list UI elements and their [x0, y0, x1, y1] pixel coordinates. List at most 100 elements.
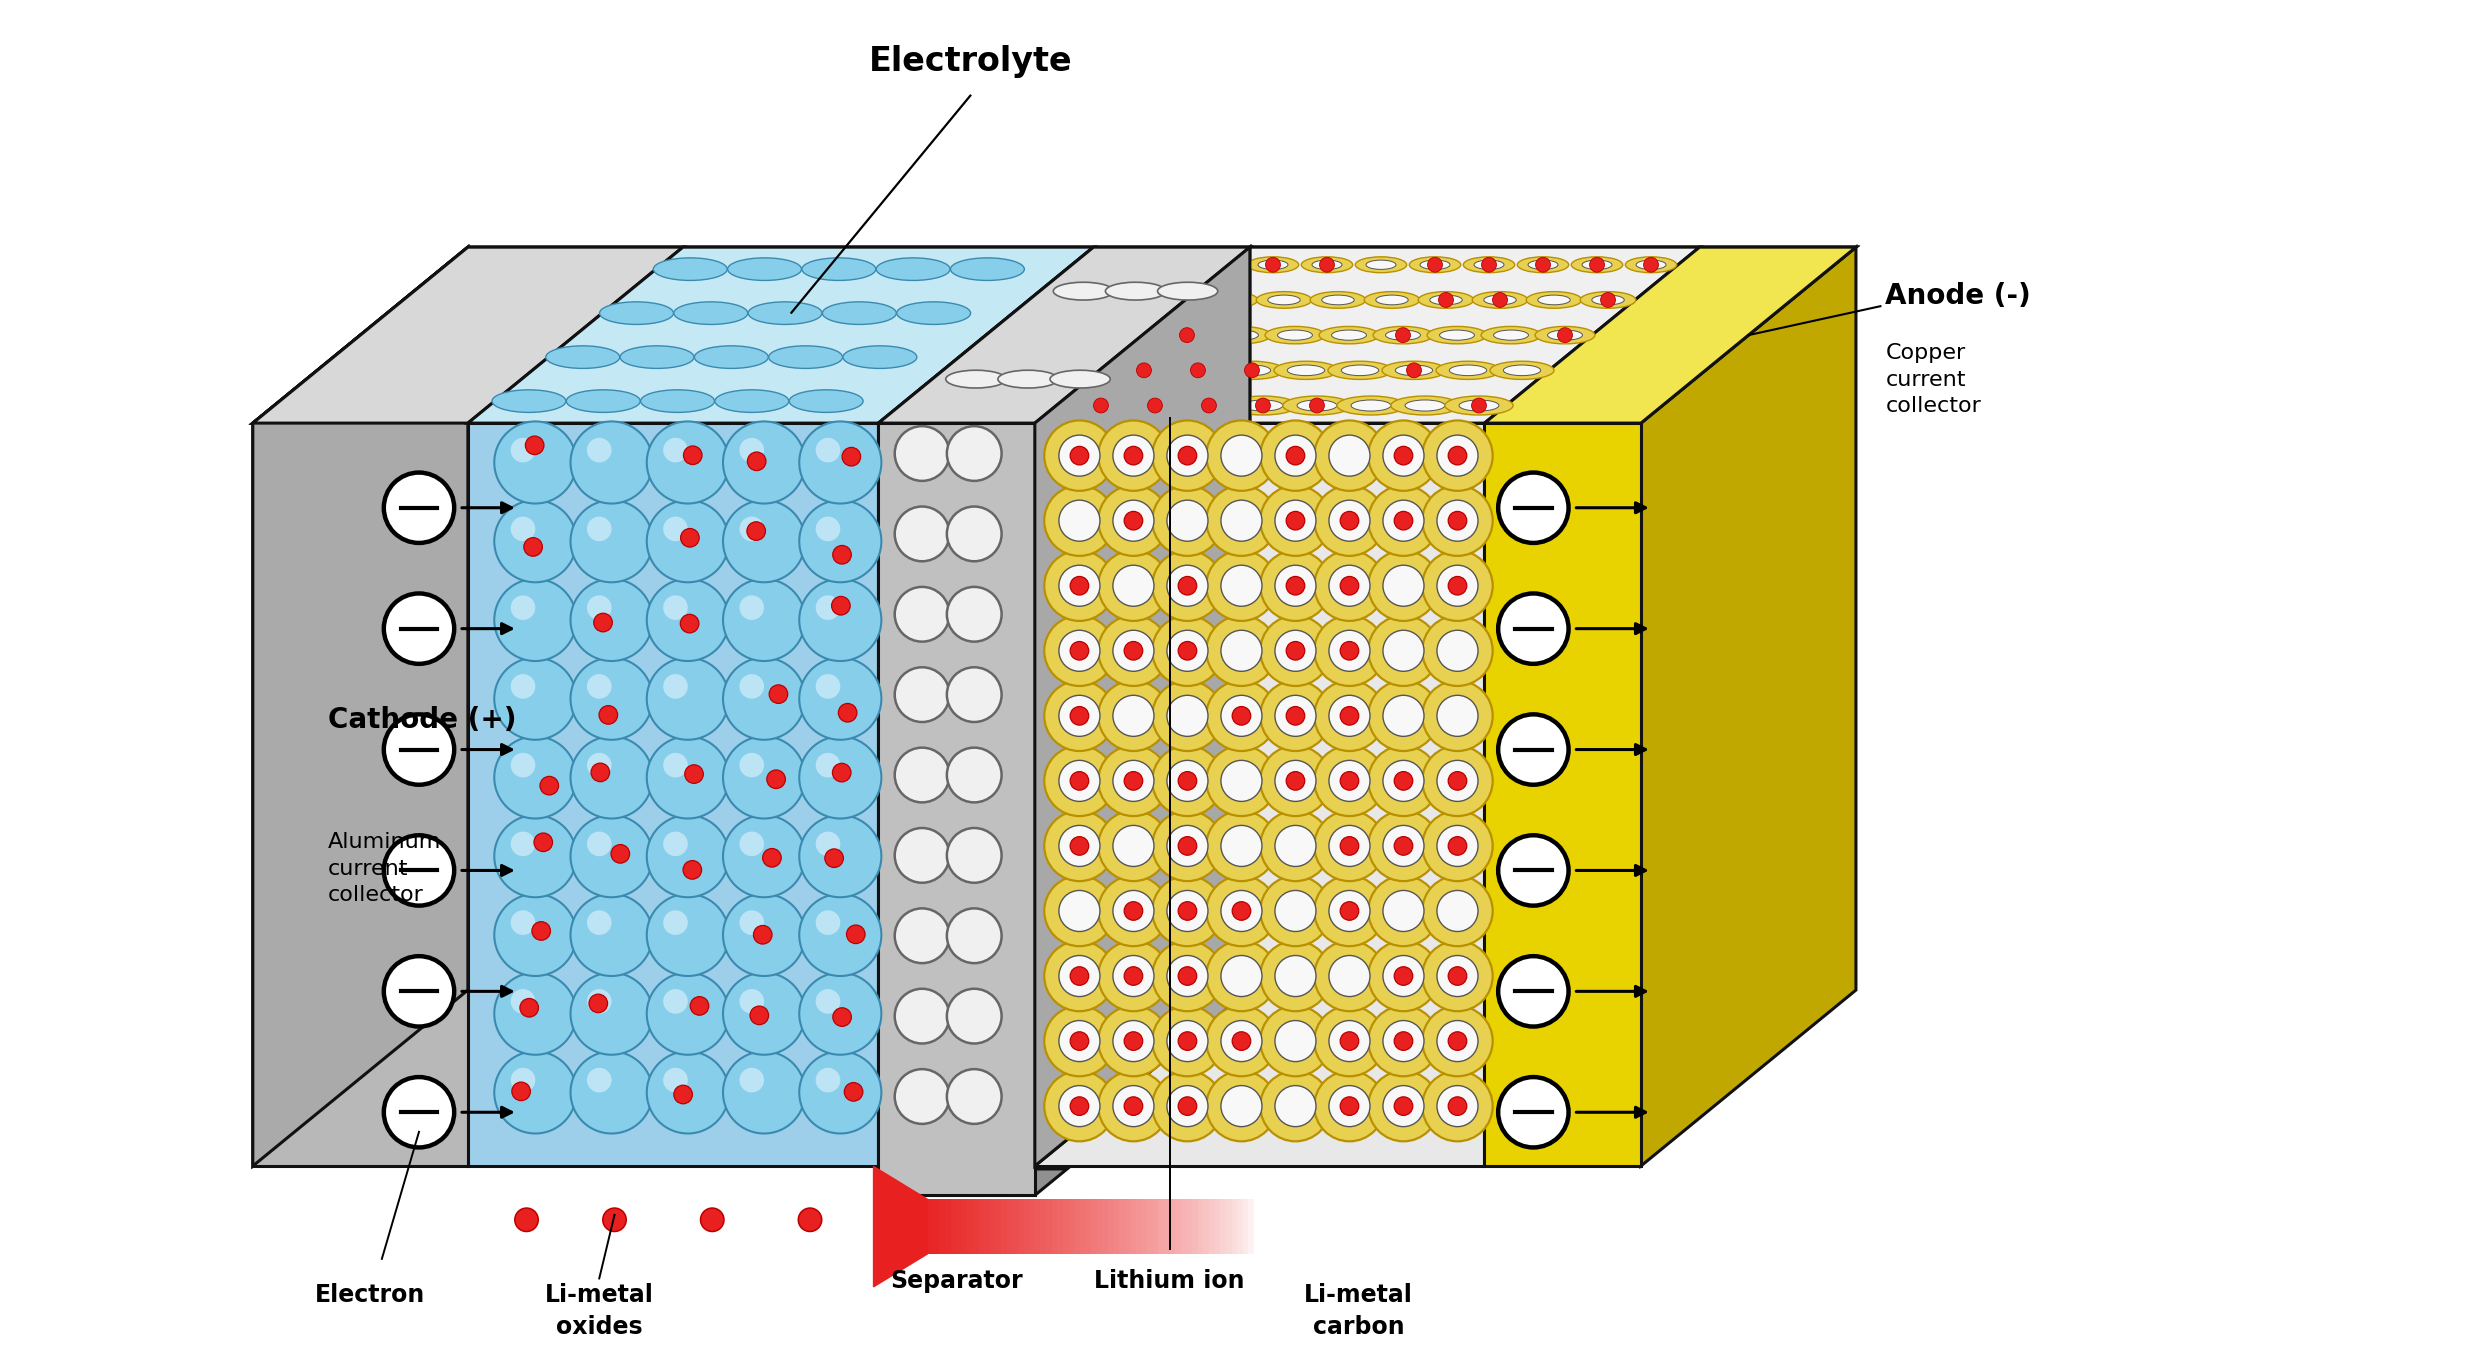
Polygon shape	[1484, 247, 1855, 423]
Circle shape	[1382, 566, 1424, 606]
Circle shape	[1370, 420, 1439, 491]
Circle shape	[1071, 967, 1088, 985]
Circle shape	[682, 446, 702, 464]
Ellipse shape	[1409, 256, 1462, 273]
Circle shape	[590, 763, 610, 782]
Circle shape	[510, 437, 535, 463]
Polygon shape	[1220, 1199, 1225, 1254]
Circle shape	[1168, 825, 1208, 867]
Circle shape	[690, 996, 710, 1015]
Circle shape	[1260, 941, 1330, 1011]
Circle shape	[946, 587, 1001, 641]
Circle shape	[1168, 760, 1208, 802]
Polygon shape	[951, 1199, 956, 1254]
Circle shape	[1422, 745, 1492, 815]
Circle shape	[762, 849, 782, 867]
Ellipse shape	[1282, 396, 1352, 414]
Circle shape	[817, 990, 839, 1014]
Circle shape	[1123, 1031, 1143, 1050]
Polygon shape	[468, 247, 1093, 423]
Circle shape	[1340, 1096, 1360, 1115]
Circle shape	[1113, 825, 1153, 867]
Circle shape	[1233, 1031, 1250, 1050]
Polygon shape	[1063, 1199, 1068, 1254]
Circle shape	[1071, 706, 1088, 725]
Circle shape	[570, 421, 652, 504]
Ellipse shape	[1449, 364, 1487, 375]
Ellipse shape	[640, 390, 715, 412]
Circle shape	[1275, 1021, 1317, 1061]
Circle shape	[1422, 616, 1492, 686]
Circle shape	[1437, 1021, 1479, 1061]
Ellipse shape	[1113, 362, 1175, 379]
Circle shape	[570, 500, 652, 582]
Circle shape	[1340, 576, 1360, 595]
Polygon shape	[1484, 247, 1855, 423]
Circle shape	[1437, 630, 1479, 671]
Ellipse shape	[695, 346, 769, 369]
Ellipse shape	[675, 302, 747, 324]
Circle shape	[647, 1052, 730, 1134]
Circle shape	[1205, 745, 1277, 815]
Circle shape	[1245, 363, 1260, 378]
Circle shape	[588, 990, 613, 1014]
Circle shape	[847, 925, 864, 944]
Polygon shape	[1006, 1199, 1013, 1254]
Circle shape	[1168, 956, 1208, 996]
Circle shape	[510, 517, 535, 541]
Ellipse shape	[1158, 282, 1218, 300]
Polygon shape	[879, 1169, 1068, 1195]
Circle shape	[1043, 551, 1116, 621]
Circle shape	[722, 736, 804, 818]
Ellipse shape	[1243, 400, 1282, 410]
Ellipse shape	[1494, 329, 1529, 340]
Circle shape	[383, 1077, 453, 1147]
Circle shape	[946, 748, 1001, 802]
Circle shape	[510, 990, 535, 1014]
Circle shape	[588, 517, 613, 541]
Circle shape	[1113, 891, 1153, 931]
Circle shape	[1340, 641, 1360, 660]
Circle shape	[799, 579, 881, 662]
Circle shape	[662, 437, 687, 463]
Circle shape	[1275, 891, 1317, 931]
Ellipse shape	[1230, 396, 1297, 414]
Polygon shape	[1198, 1199, 1203, 1254]
Circle shape	[740, 517, 764, 541]
Circle shape	[1330, 500, 1370, 541]
Polygon shape	[1641, 247, 1855, 1166]
Circle shape	[1275, 825, 1317, 867]
Circle shape	[1449, 512, 1467, 531]
Ellipse shape	[1210, 327, 1270, 344]
Circle shape	[1382, 1085, 1424, 1127]
Polygon shape	[879, 423, 1036, 1195]
Circle shape	[1260, 420, 1330, 491]
Circle shape	[1098, 680, 1168, 751]
Circle shape	[1315, 420, 1384, 491]
Circle shape	[1043, 1006, 1116, 1076]
Ellipse shape	[1297, 400, 1337, 410]
Circle shape	[1058, 760, 1101, 802]
Ellipse shape	[1352, 400, 1392, 410]
Ellipse shape	[1081, 400, 1120, 410]
Circle shape	[1043, 486, 1116, 556]
Circle shape	[1058, 1021, 1101, 1061]
Polygon shape	[1247, 1199, 1255, 1254]
Circle shape	[1437, 760, 1479, 802]
Circle shape	[1058, 630, 1101, 671]
Ellipse shape	[1277, 329, 1312, 340]
Circle shape	[1113, 760, 1153, 802]
Circle shape	[588, 595, 613, 620]
Circle shape	[1370, 745, 1439, 815]
Polygon shape	[969, 1199, 974, 1254]
Circle shape	[588, 910, 613, 936]
Circle shape	[1394, 967, 1412, 985]
Ellipse shape	[1581, 292, 1636, 308]
Circle shape	[647, 815, 730, 898]
Ellipse shape	[789, 390, 864, 412]
Circle shape	[1287, 576, 1305, 595]
Polygon shape	[979, 1199, 984, 1254]
Circle shape	[799, 894, 881, 976]
Circle shape	[593, 613, 613, 632]
Circle shape	[722, 815, 804, 898]
